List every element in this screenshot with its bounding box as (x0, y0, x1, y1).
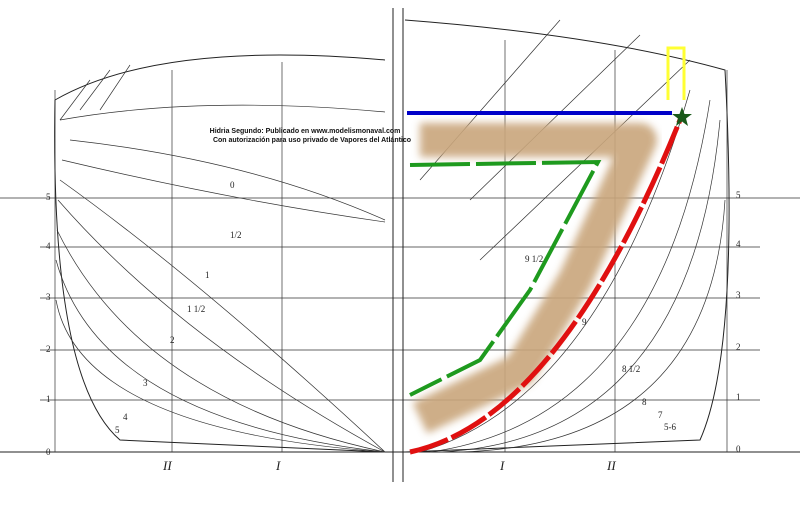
waterline-label: 5 (736, 190, 741, 200)
station-label: 0 (230, 180, 235, 190)
waterline-label: 1 (736, 392, 741, 402)
waterline-label: 1 (46, 394, 51, 404)
station-label: 1 1/2 (187, 304, 205, 314)
left-waterline-labels: 5 4 3 2 1 0 (46, 192, 51, 457)
station-label: 1 (205, 270, 210, 280)
buttock-label: II (162, 458, 172, 473)
grid (0, 8, 800, 482)
waterline-label: 4 (736, 239, 741, 249)
overlays (407, 46, 692, 455)
station-label: 5 (115, 425, 120, 435)
station-label: 2 (170, 335, 175, 345)
credit-line: Hidria Segundo: Publicado en www.modelis… (210, 128, 401, 135)
waterline-label: 2 (736, 342, 741, 352)
waterline-label: 4 (46, 241, 51, 251)
waterline-label: 0 (46, 447, 51, 457)
hull-lines (54, 19, 730, 453)
waterline-label: 5 (46, 192, 51, 202)
station-label: 8 1/2 (622, 364, 640, 374)
station-label: 8 (642, 397, 647, 407)
waterline-label: 0 (736, 444, 741, 454)
station-label: 9 (582, 317, 587, 327)
station-label: 1/2 (230, 230, 242, 240)
buttock-label: I (499, 458, 505, 473)
station-label: 3 (143, 378, 148, 388)
station-label: 4 (123, 412, 128, 422)
station-label: 9 1/2 (525, 254, 543, 264)
waterline-label: 3 (736, 290, 741, 300)
credit-line: Con autorización para uso privado de Vap… (213, 137, 411, 144)
buttock-label: II (606, 458, 616, 473)
buttock-label: I (275, 458, 281, 473)
right-waterline-labels: 5 4 3 2 1 0 (736, 190, 741, 454)
waterline-label: 3 (46, 292, 51, 302)
station-label: 7 (658, 410, 663, 420)
station-label: 5-6 (664, 422, 676, 432)
waterline-label: 2 (46, 344, 51, 354)
